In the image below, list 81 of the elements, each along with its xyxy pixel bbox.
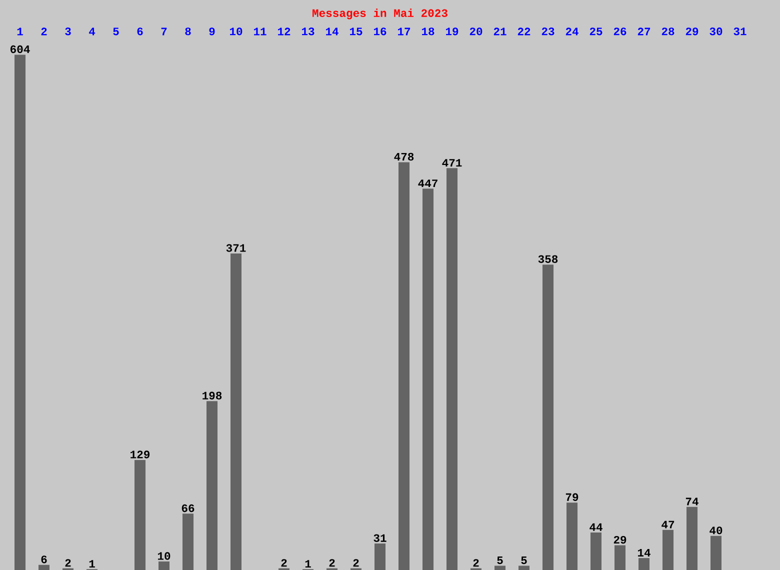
chart-title: Messages in Mai 2023 — [312, 8, 448, 20]
x-tick-label: 27 — [638, 28, 650, 36]
data-label: 2 — [329, 559, 335, 567]
data-label: 2 — [281, 559, 287, 567]
x-tick-label: 13 — [302, 27, 314, 36]
bar — [494, 566, 506, 570]
data-label: 31 — [374, 534, 386, 542]
data-label: 44 — [590, 523, 602, 531]
x-tick-label: 5 — [113, 28, 119, 36]
x-tick-label: 9 — [209, 28, 215, 36]
bar — [662, 530, 674, 570]
data-label: 358 — [538, 255, 558, 263]
data-label: 2 — [473, 559, 479, 567]
bar — [158, 561, 170, 570]
bar — [206, 401, 218, 570]
bar — [398, 162, 410, 570]
x-tick-label: 7 — [161, 28, 167, 36]
x-tick-label: 16 — [374, 28, 386, 36]
data-label: 5 — [497, 556, 503, 564]
data-label: 10 — [158, 552, 170, 560]
bar — [590, 532, 602, 570]
bar — [182, 514, 194, 570]
data-label: 447 — [418, 180, 438, 187]
x-tick-label: 30 — [710, 27, 722, 36]
data-label: 2 — [65, 559, 71, 567]
bar — [38, 564, 50, 570]
x-tick-label: 22 — [518, 28, 530, 36]
bar — [230, 253, 242, 570]
bar — [566, 502, 578, 570]
x-tick-label: 6 — [137, 28, 143, 36]
x-tick-label: 23 — [542, 27, 554, 36]
data-label: 478 — [394, 152, 414, 161]
x-tick-label: 14 — [326, 28, 338, 36]
data-label: 5 — [521, 556, 527, 564]
data-label: 29 — [614, 536, 626, 544]
x-tick-label: 31 — [734, 27, 746, 36]
data-label: 2 — [353, 559, 359, 567]
data-label: 1 — [89, 560, 95, 568]
bar — [686, 506, 698, 570]
bar — [134, 460, 146, 570]
x-tick-label: 11 — [254, 28, 266, 36]
data-label: 40 — [710, 526, 722, 534]
data-label: 74 — [686, 498, 698, 506]
x-tick-label: 26 — [614, 28, 626, 36]
bar — [518, 566, 530, 570]
bar — [446, 168, 458, 570]
data-label: 471 — [442, 159, 462, 166]
data-label: 6 — [41, 556, 47, 564]
x-tick-label: 25 — [590, 28, 602, 36]
x-tick-label: 19 — [446, 28, 458, 36]
bar — [374, 543, 386, 570]
data-label: 198 — [202, 392, 222, 400]
bar — [614, 545, 626, 570]
x-tick-label: 20 — [470, 28, 482, 36]
bar — [638, 558, 650, 570]
x-tick-label: 10 — [230, 28, 242, 36]
x-tick-label: 15 — [350, 28, 362, 36]
x-tick-label: 29 — [686, 28, 698, 36]
bar — [542, 264, 554, 570]
x-tick-label: 8 — [185, 28, 191, 36]
x-tick-label: 21 — [494, 28, 506, 36]
data-label: 79 — [566, 493, 578, 501]
x-tick-label: 28 — [662, 28, 674, 36]
x-tick-label: 2 — [41, 28, 47, 36]
x-tick-label: 4 — [89, 28, 96, 36]
data-label: 47 — [662, 520, 674, 528]
x-tick-label: 17 — [398, 28, 410, 36]
x-tick-label: 24 — [566, 28, 578, 36]
data-label: 604 — [10, 45, 30, 54]
data-label: 129 — [130, 450, 150, 458]
x-tick-label: 1 — [17, 28, 23, 36]
x-tick-label: 3 — [65, 27, 71, 36]
bar — [422, 188, 434, 570]
data-label: 371 — [226, 244, 246, 252]
data-label: 1 — [305, 560, 311, 568]
x-tick-label: 18 — [422, 28, 434, 36]
bar — [710, 536, 722, 570]
x-tick-label: 12 — [278, 28, 290, 36]
data-label: 14 — [638, 548, 650, 556]
data-label: 66 — [182, 504, 194, 512]
bar — [14, 54, 26, 570]
